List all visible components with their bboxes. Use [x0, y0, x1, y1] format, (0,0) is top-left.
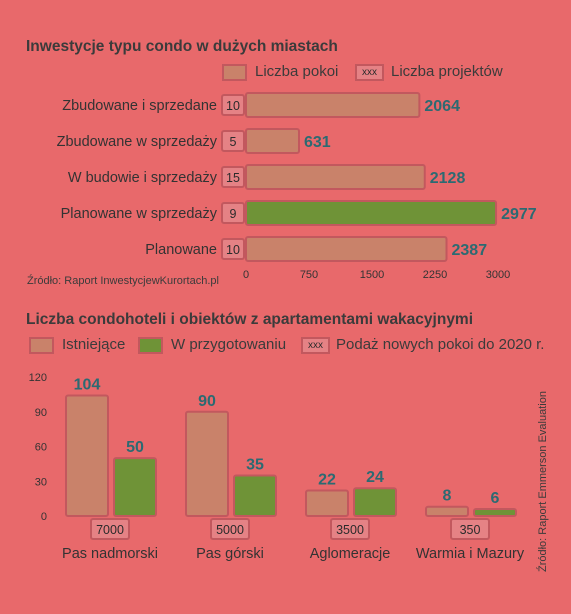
x-tick-label: 750 [300, 269, 318, 281]
category-label: W budowie i sprzedaży [68, 170, 218, 186]
projects-value-label: 10 [226, 99, 240, 113]
supply-box [90, 518, 130, 540]
rooms-bar [245, 236, 448, 262]
category-label: Warmia i Mazury [416, 546, 525, 562]
category-label: Pas górski [196, 546, 264, 562]
supply-value-label: 5000 [216, 523, 244, 537]
projects-value-label: 9 [230, 207, 237, 221]
chart2-source: Źródło: Raport Emmerson Evaluation [537, 391, 549, 572]
supply-box [210, 518, 250, 540]
y-tick-label: 60 [35, 442, 47, 454]
rooms-value-label: 2128 [430, 170, 466, 187]
chart1-plot: Zbudowane i sprzedane 2064 10 Zbudowane w s… [57, 92, 537, 281]
projects-box [221, 202, 245, 224]
legend-existing-swatch [29, 337, 54, 354]
x-tick-label: 3000 [486, 269, 510, 281]
x-tick-label: 0 [243, 269, 249, 281]
supply-value-label: 350 [460, 523, 481, 537]
legend-rooms-label: Liczba pokoi [255, 63, 339, 80]
planned-value-label: 50 [126, 439, 144, 456]
existing-value-label: 90 [198, 393, 216, 410]
planned-bar [233, 474, 277, 518]
projects-box [221, 94, 245, 116]
supply-value-label: 3500 [336, 523, 364, 537]
x-tick-label: 2250 [423, 269, 447, 281]
chart2-plot: 0 30 60 90 120 104 50 7000 Pas nadmorski 90 35 5000… [29, 372, 525, 562]
planned-value-label: 6 [491, 490, 500, 507]
rooms-value-label: 2387 [452, 242, 488, 259]
existing-bar [65, 394, 109, 517]
planned-bar [473, 508, 517, 518]
chart1-source: Źródło: Raport InwestycjewKurortach.pl [27, 275, 219, 287]
chart1-title: Inwestycje typu condo w dużych miastach [26, 38, 338, 55]
category-label: Planowane [145, 242, 217, 258]
rooms-bar [245, 92, 421, 118]
legend-supply-swatch: xxx [301, 337, 330, 354]
existing-bar [185, 410, 229, 517]
rooms-bar [245, 200, 498, 226]
category-label: Aglomeracje [310, 546, 391, 562]
rooms-bar [245, 164, 426, 190]
x-tick-label: 1500 [360, 269, 384, 281]
category-label: Pas nadmorski [62, 546, 158, 562]
chart2-title: Liczba condohoteli i obiektów z apartame… [26, 311, 474, 328]
existing-value-label: 22 [318, 472, 336, 489]
projects-box [221, 238, 245, 260]
projects-value-label: 10 [226, 243, 240, 257]
category-label: Zbudowane w sprzedaży [57, 134, 218, 150]
supply-box [330, 518, 370, 540]
planned-bar [113, 457, 157, 518]
rooms-value-label: 2064 [424, 98, 460, 115]
legend-planned-swatch [138, 337, 163, 354]
existing-value-label: 104 [74, 377, 101, 394]
y-tick-label: 90 [35, 407, 47, 419]
legend-supply-label: Podaż nowych pokoi do 2020 r. [336, 336, 545, 353]
projects-value-label: 5 [230, 135, 237, 149]
category-label: Planowane w sprzedaży [61, 206, 218, 222]
supply-value-label: 7000 [96, 523, 124, 537]
rooms-value-label: 2977 [501, 206, 537, 223]
planned-value-label: 24 [366, 469, 384, 486]
rooms-value-label: 631 [304, 134, 331, 151]
projects-value-label: 15 [226, 171, 240, 185]
supply-box [450, 518, 490, 540]
planned-value-label: 35 [246, 456, 264, 473]
projects-box [221, 130, 245, 152]
legend-projects-swatch: xxx [355, 64, 384, 81]
category-label: Zbudowane i sprzedane [62, 98, 217, 114]
legend-planned-label: W przygotowaniu [171, 336, 287, 353]
legend-existing-label: Istniejące [62, 336, 126, 353]
existing-bar [305, 489, 349, 517]
legend-projects-label: Liczba projektów [391, 63, 503, 80]
existing-bar [425, 505, 469, 518]
y-tick-label: 120 [29, 372, 47, 384]
projects-box [221, 166, 245, 188]
planned-bar [353, 487, 397, 517]
rooms-bar [245, 128, 301, 154]
y-tick-label: 0 [41, 511, 47, 523]
existing-value-label: 8 [443, 488, 452, 505]
y-tick-label: 30 [35, 476, 47, 488]
legend-rooms-swatch [222, 64, 247, 81]
